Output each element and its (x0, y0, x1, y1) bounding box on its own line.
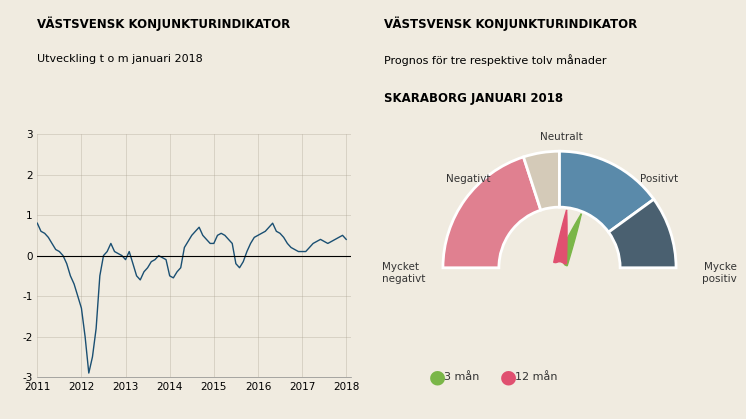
Text: Mycket
negativt: Mycket negativt (382, 262, 426, 284)
Text: ●: ● (500, 367, 517, 387)
Text: SKARABORG JANUARI 2018: SKARABORG JANUARI 2018 (384, 92, 563, 105)
Text: VÄSTSVENSK KONJUNKTURINDIKATOR: VÄSTSVENSK KONJUNKTURINDIKATOR (384, 17, 637, 31)
Text: VÄSTSVENSK KONJUNKTURINDIKATOR: VÄSTSVENSK KONJUNKTURINDIKATOR (37, 17, 290, 31)
Circle shape (555, 263, 564, 272)
Wedge shape (609, 199, 676, 268)
Text: Mycke
positiv: Mycke positiv (702, 262, 736, 284)
Wedge shape (443, 157, 541, 268)
Text: 12 mån: 12 mån (515, 372, 557, 382)
Wedge shape (560, 151, 653, 232)
Wedge shape (524, 151, 560, 210)
Text: Utveckling t o m januari 2018: Utveckling t o m januari 2018 (37, 54, 203, 65)
Text: 3 mån: 3 mån (444, 372, 479, 382)
Text: Prognos för tre respektive tolv månader: Prognos för tre respektive tolv månader (384, 54, 606, 66)
Polygon shape (554, 210, 567, 264)
Text: Neutralt: Neutralt (540, 132, 583, 142)
Text: ●: ● (429, 367, 446, 387)
Polygon shape (555, 214, 581, 266)
Text: Positivt: Positivt (639, 174, 677, 184)
Text: Negativt: Negativt (446, 174, 491, 184)
